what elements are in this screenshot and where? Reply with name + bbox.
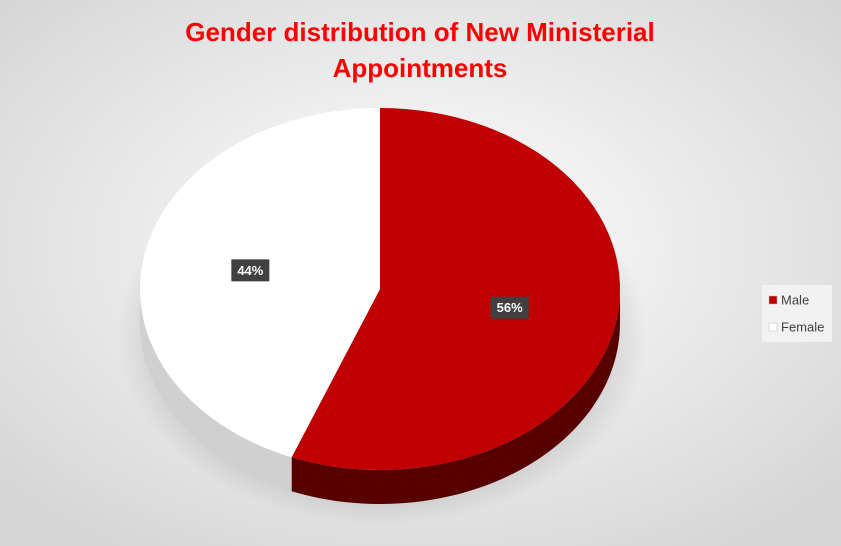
data-label-box bbox=[490, 296, 529, 319]
legend-label: Male bbox=[781, 292, 809, 307]
legend-label: Female bbox=[781, 319, 824, 334]
chart-title: Gender distribution of New Ministerial A… bbox=[185, 17, 655, 83]
slice bbox=[291, 108, 621, 470]
legend-box bbox=[762, 285, 832, 342]
legend-swatch bbox=[768, 295, 778, 305]
data-label: 44% bbox=[237, 263, 263, 278]
slice-side bbox=[291, 289, 620, 504]
slice-side bbox=[140, 289, 292, 492]
data-label-box bbox=[231, 259, 270, 282]
slice bbox=[140, 108, 380, 458]
data-label: 56% bbox=[497, 300, 523, 315]
legend-swatch bbox=[768, 322, 778, 332]
